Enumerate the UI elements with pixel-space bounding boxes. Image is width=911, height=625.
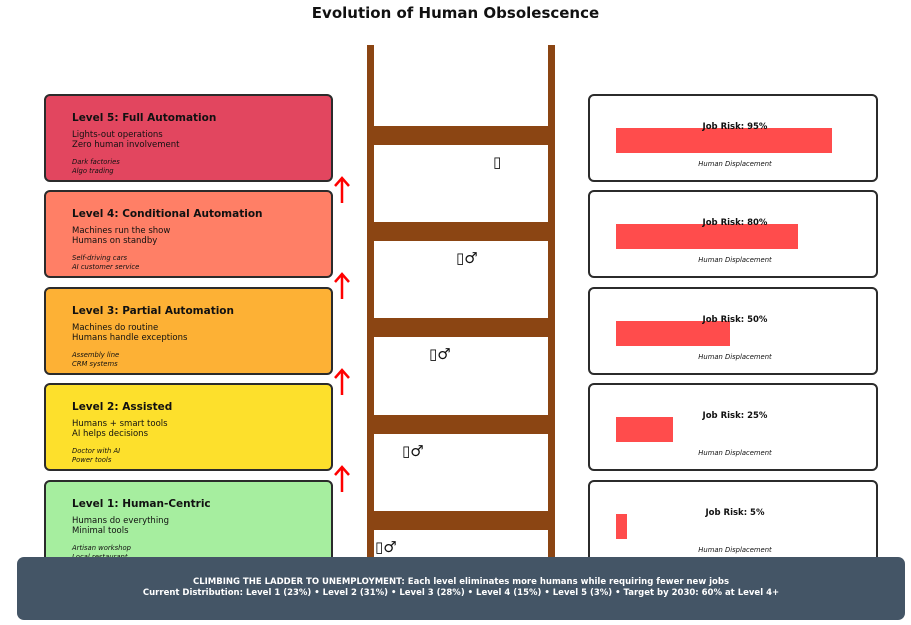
level-examples: Dark factories Algo trading [72,158,120,175]
level-5-box: Level 5: Full Automation Lights-out oper… [44,94,333,182]
risk-label: Job Risk: 50% [590,315,880,325]
level-1-box: Level 1: Human-Centric Humans do everyth… [44,480,333,568]
level-name: Level 1: Human-Centric [72,498,211,510]
risk-label: Job Risk: 25% [590,411,880,421]
up-arrow-icon [334,368,350,396]
ladder-left-rail [367,45,374,570]
up-arrow-icon [334,176,350,204]
level-2-box: Level 2: Assisted Humans + smart tools AI… [44,383,333,471]
job-risk-panel: Job Risk: 5% Human Displacement [588,480,878,568]
level-name: Level 2: Assisted [72,401,172,413]
risk-label: Job Risk: 5% [590,508,880,518]
risk-caption: Human Displacement [590,160,880,168]
risk-label: Job Risk: 95% [590,122,880,132]
up-arrow-icon [334,465,350,493]
job-risk-panel: Job Risk: 25% Human Displacement [588,383,878,471]
person-icon: ▯♂ [456,251,478,266]
footer-headline: CLIMBING THE LADDER TO UNEMPLOYMENT: Eac… [17,577,905,588]
risk-caption: Human Displacement [590,256,880,264]
ladder-rung [368,415,555,434]
level-name: Level 4: Conditional Automation [72,208,263,220]
job-risk-panel: Job Risk: 50% Human Displacement [588,287,878,375]
person-icon: ▯ [493,155,501,170]
diagram-title: Evolution of Human Obsolescence [0,4,911,22]
level-description: Machines run the show Humans on standby [72,226,170,246]
ladder-rung [368,511,555,530]
risk-caption: Human Displacement [590,449,880,457]
person-icon: ▯♂ [402,444,424,459]
level-examples: Self-driving cars AI customer service [72,254,139,271]
level-4-box: Level 4: Conditional Automation Machines… [44,190,333,278]
level-name: Level 3: Partial Automation [72,305,234,317]
risk-label: Job Risk: 80% [590,218,880,228]
risk-caption: Human Displacement [590,353,880,361]
level-description: Lights-out operations Zero human involvem… [72,130,179,150]
level-description: Humans + smart tools AI helps decisions [72,419,168,439]
risk-caption: Human Displacement [590,546,880,554]
footer-distribution: Current Distribution: Level 1 (23%) • Le… [17,588,905,599]
level-name: Level 5: Full Automation [72,112,216,124]
person-icon: ▯♂ [375,540,397,555]
level-examples: Doctor with AI Power tools [72,447,120,464]
job-risk-panel: Job Risk: 80% Human Displacement [588,190,878,278]
level-description: Machines do routine Humans handle excepti… [72,323,187,343]
level-3-box: Level 3: Partial Automation Machines do … [44,287,333,375]
person-icon: ▯♂ [429,347,451,362]
up-arrow-icon [334,272,350,300]
level-description: Humans do everything Minimal tools [72,516,169,536]
level-examples: Assembly line CRM systems [72,351,119,368]
ladder-right-rail [548,45,555,570]
ladder-rung [368,318,555,337]
ladder-rung [368,126,555,145]
summary-footer: CLIMBING THE LADDER TO UNEMPLOYMENT: Eac… [17,557,905,620]
job-risk-panel: Job Risk: 95% Human Displacement [588,94,878,182]
ladder-rung [368,222,555,241]
